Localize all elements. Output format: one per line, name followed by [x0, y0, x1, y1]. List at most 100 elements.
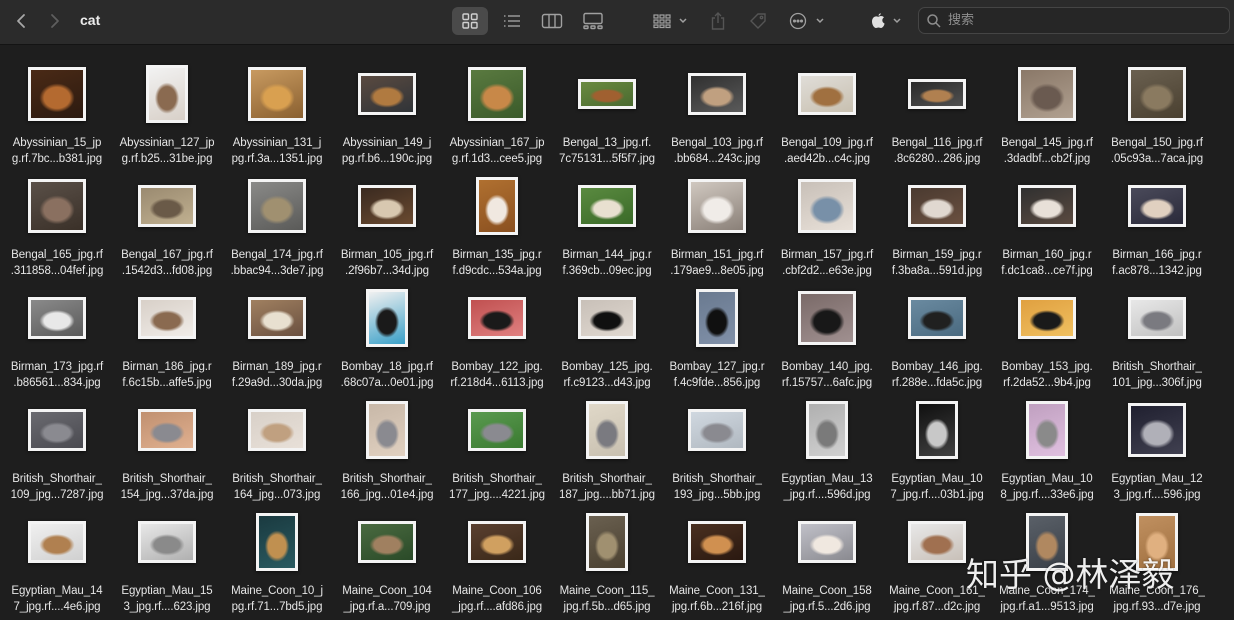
- cat-photo: [141, 524, 193, 560]
- file-item[interactable]: British_Shorthair_ 164_jpg...073.jpg: [222, 386, 332, 501]
- icon-view-button[interactable]: [452, 7, 488, 35]
- file-item[interactable]: Maine_Coon_10_j pg.rf.71...7bd5.jpg: [222, 498, 332, 613]
- cat-photo: [911, 524, 963, 560]
- file-item[interactable]: Bengal_116_jpg.rf .8c6280...286.jpg: [882, 50, 992, 165]
- file-item[interactable]: British_Shorthair_ 177_jpg....4221.jpg: [442, 386, 552, 501]
- file-item[interactable]: Maine_Coon_106 _jpg.rf....afd86.jpg: [442, 498, 552, 613]
- cat-photo: [31, 182, 83, 230]
- window-title: cat: [80, 12, 101, 28]
- file-item[interactable]: Birman_189_jpg.r f.29a9d...30da.jpg: [222, 274, 332, 389]
- file-thumbnail: [1018, 297, 1076, 339]
- file-name-label: Abyssinian_149_j pg.rf.b6...190c.jpg: [341, 137, 433, 165]
- file-item[interactable]: Bengal_103_jpg.rf .bb684...243c.jpg: [662, 50, 772, 165]
- more-actions-button[interactable]: [788, 8, 828, 34]
- file-item[interactable]: Bombay_153_jpg. rf.2da52...9b4.jpg: [992, 274, 1102, 389]
- file-item[interactable]: Maine_Coon_176_ jpg.rf.93...d7e.jpg: [1102, 498, 1212, 613]
- search-input[interactable]: [946, 12, 1220, 29]
- file-item[interactable]: British_Shorthair_ 109_jpg...7287.jpg: [2, 386, 112, 501]
- file-item[interactable]: Birman_186_jpg.r f.6c15b...affe5.jpg: [112, 274, 222, 389]
- app-menu-button[interactable]: [868, 8, 906, 34]
- file-item[interactable]: Abyssinian_149_j pg.rf.b6...190c.jpg: [332, 50, 442, 165]
- cat-photo: [369, 404, 405, 456]
- cat-photo: [919, 404, 955, 456]
- cat-photo: [259, 516, 295, 568]
- file-item[interactable]: Egyptian_Mau_10 8_jpg.rf....33e6.jpg: [992, 386, 1102, 501]
- group-by-button[interactable]: [652, 8, 690, 34]
- gallery-view-button[interactable]: [578, 8, 608, 34]
- file-item[interactable]: British_Shorthair_ 101_jpg...306f.jpg: [1102, 274, 1212, 389]
- file-item[interactable]: Birman_151_jpg.rf .179ae9...8e05.jpg: [662, 162, 772, 277]
- file-item[interactable]: Birman_166_jpg.r f.ac878...1342.jpg: [1102, 162, 1212, 277]
- file-thumbnail: [138, 185, 196, 227]
- tag-button[interactable]: [746, 8, 770, 34]
- file-item[interactable]: Bengal_165_jpg.rf .311858...04fef.jpg: [2, 162, 112, 277]
- file-item[interactable]: Egyptian_Mau_13 _jpg.rf....596d.jpg: [772, 386, 882, 501]
- file-item[interactable]: Birman_160_jpg.r f.dc1ca8...ce7f.jpg: [992, 162, 1102, 277]
- list-view-button[interactable]: [497, 8, 527, 34]
- file-name-label: Abyssinian_15_jp g.rf.7bc...b381.jpg: [11, 137, 103, 165]
- file-name-label: Bombay_146_jpg. rf.288e...fda5c.jpg: [891, 361, 983, 389]
- finder-toolbar: cat: [0, 0, 1234, 45]
- file-item[interactable]: Abyssinian_127_jp g.rf.b25...31be.jpg: [112, 50, 222, 165]
- file-item[interactable]: Bombay_122_jpg. rf.218d4...6113.jpg: [442, 274, 552, 389]
- file-item[interactable]: Bengal_167_jpg.rf .1542d3...fd08.jpg: [112, 162, 222, 277]
- file-item[interactable]: Maine_Coon_131_ jpg.rf.6b...216f.jpg: [662, 498, 772, 613]
- file-item[interactable]: Egyptian_Mau_10 7_jpg.rf....03b1.jpg: [882, 386, 992, 501]
- file-item[interactable]: Maine_Coon_174_ jpg.rf.a1...9513.jpg: [992, 498, 1102, 613]
- file-item[interactable]: Abyssinian_15_jp g.rf.7bc...b381.jpg: [2, 50, 112, 165]
- cat-photo: [801, 524, 853, 560]
- file-name-label: Egyptian_Mau_14 7_jpg.rf....4e6.jpg: [11, 585, 103, 613]
- file-item[interactable]: Bombay_140_jpg. rf.15757...6afc.jpg: [772, 274, 882, 389]
- file-thumbnail: [798, 179, 856, 233]
- file-item[interactable]: Birman_173_jpg.rf .b86561...834.jpg: [2, 274, 112, 389]
- file-item[interactable]: Bombay_146_jpg. rf.288e...fda5c.jpg: [882, 274, 992, 389]
- search-field[interactable]: [918, 7, 1230, 34]
- file-item[interactable]: Bengal_150_jpg.rf .05c93a...7aca.jpg: [1102, 50, 1212, 165]
- file-item[interactable]: Abyssinian_167_jp g.rf.1d3...cee5.jpg: [442, 50, 552, 165]
- file-item[interactable]: Maine_Coon_104 _jpg.rf.a...709.jpg: [332, 498, 442, 613]
- cat-photo: [31, 300, 83, 336]
- file-item[interactable]: Bombay_127_jpg.r f.4c9fde...856.jpg: [662, 274, 772, 389]
- file-name-label: British_Shorthair_ 193_jpg...5bb.jpg: [672, 473, 762, 501]
- file-item[interactable]: Bombay_125_jpg. rf.c9123...d43.jpg: [552, 274, 662, 389]
- file-thumbnail: [138, 297, 196, 339]
- file-item[interactable]: Bengal_174_jpg.rf .bbac94...3de7.jpg: [222, 162, 332, 277]
- back-button[interactable]: [10, 8, 32, 34]
- cat-photo: [1021, 70, 1073, 118]
- file-item[interactable]: Maine_Coon_115_ jpg.rf.5b...d65.jpg: [552, 498, 662, 613]
- file-item[interactable]: British_Shorthair_ 187_jpg....bb71.jpg: [552, 386, 662, 501]
- file-name-label: Abyssinian_167_jp g.rf.1d3...cee5.jpg: [449, 137, 545, 165]
- file-item[interactable]: Abyssinian_131_j pg.rf.3a...1351.jpg: [222, 50, 332, 165]
- share-button[interactable]: [707, 8, 729, 34]
- file-item[interactable]: British_Shorthair_ 154_jpg...37da.jpg: [112, 386, 222, 501]
- file-name-label: Maine_Coon_104 _jpg.rf.a...709.jpg: [342, 585, 432, 613]
- watermark-text: 知乎 @林泽毅: [966, 555, 1175, 594]
- cat-photo: [1131, 188, 1183, 224]
- file-item[interactable]: Maine_Coon_158 _jpg.rf.5...2d6.jpg: [772, 498, 882, 613]
- file-item[interactable]: Bengal_145_jpg.rf .3dadbf...cb2f.jpg: [992, 50, 1102, 165]
- file-item[interactable]: Egyptian_Mau_12 3_jpg.rf....596.jpg: [1102, 386, 1212, 501]
- file-item[interactable]: Bombay_18_jpg.rf .68c07a...0e01.jpg: [332, 274, 442, 389]
- file-thumbnail: [1128, 185, 1186, 227]
- forward-button[interactable]: [44, 8, 66, 34]
- file-item[interactable]: Birman_135_jpg.r f.d9cdc...534a.jpg: [442, 162, 552, 277]
- file-item[interactable]: Egyptian_Mau_15 3_jpg.rf....623.jpg: [112, 498, 222, 613]
- file-name-label: Bengal_165_jpg.rf .311858...04fef.jpg: [10, 249, 104, 277]
- file-item[interactable]: Birman_157_jpg.rf .cbf2d2...e63e.jpg: [772, 162, 882, 277]
- cat-photo: [361, 188, 413, 224]
- file-name-label: Maine_Coon_106 _jpg.rf....afd86.jpg: [451, 585, 543, 613]
- file-thumbnail: [798, 73, 856, 115]
- file-item[interactable]: Egyptian_Mau_14 7_jpg.rf....4e6.jpg: [2, 498, 112, 613]
- file-thumbnail: [138, 409, 196, 451]
- file-item[interactable]: Bengal_13_jpg.rf. 7c75131...5f5f7.jpg: [552, 50, 662, 165]
- file-item[interactable]: Bengal_109_jpg.rf .aed42b...c4c.jpg: [772, 50, 882, 165]
- cat-photo: [471, 524, 523, 560]
- file-item[interactable]: Birman_159_jpg.r f.3ba8a...591d.jpg: [882, 162, 992, 277]
- file-item[interactable]: Maine_Coon_161_ jpg.rf.87...d2c.jpg: [882, 498, 992, 613]
- file-item[interactable]: Birman_105_jpg.rf .2f96b7...34d.jpg: [332, 162, 442, 277]
- file-item[interactable]: Birman_144_jpg.r f.369cb...09ec.jpg: [552, 162, 662, 277]
- file-name-label: Birman_173_jpg.rf .b86561...834.jpg: [10, 361, 104, 389]
- file-item[interactable]: British_Shorthair_ 193_jpg...5bb.jpg: [662, 386, 772, 501]
- column-view-button[interactable]: [537, 8, 567, 34]
- file-item[interactable]: British_Shorthair_ 166_jpg...01e4.jpg: [332, 386, 442, 501]
